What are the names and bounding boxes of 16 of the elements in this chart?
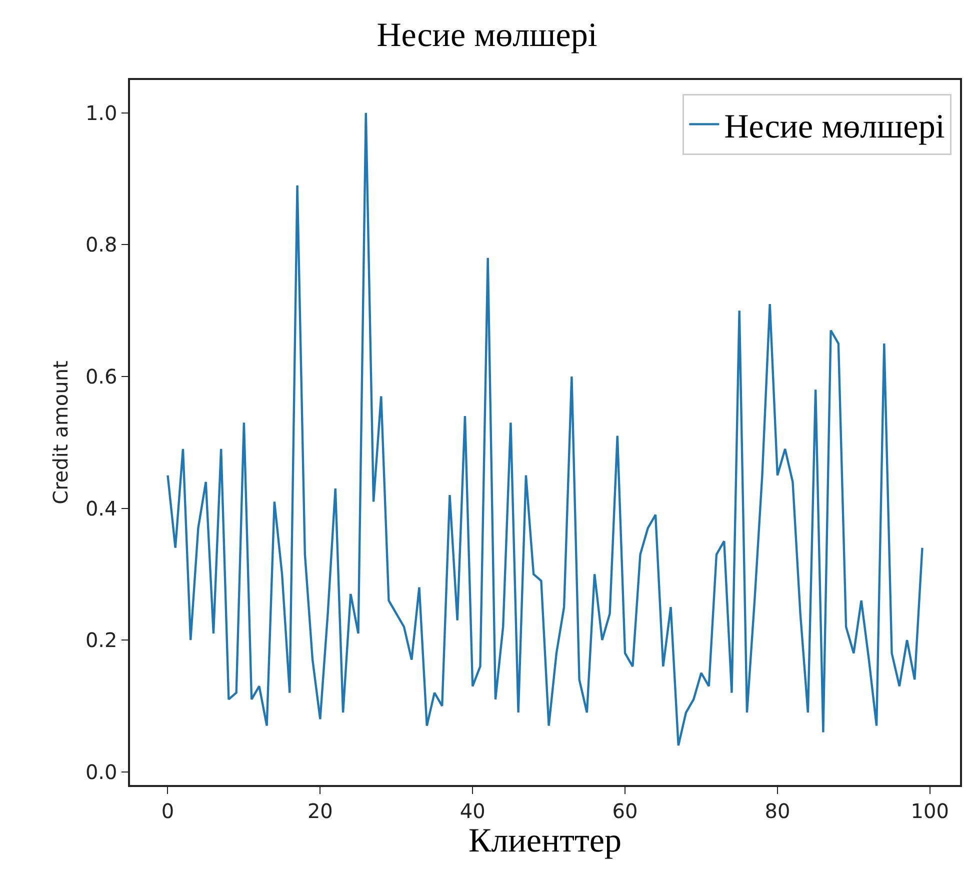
y-tick-label: 0.2: [85, 628, 118, 652]
x-tick-label: 80: [764, 798, 790, 823]
x-tick-label: 0: [161, 798, 174, 823]
y-tick-label: 0.4: [85, 496, 118, 520]
x-tick-label: 100: [910, 798, 949, 823]
x-axis-title: Клиенттер: [468, 822, 622, 860]
legend-label: Несие мөлшері: [724, 108, 945, 146]
y-tick-label: 0.8: [85, 232, 118, 257]
y-tick-label: 1.0: [85, 100, 118, 125]
x-tick-label: 40: [460, 798, 486, 823]
y-tick-label: 0.6: [85, 364, 118, 388]
chart-title: Несие мөлшері: [376, 17, 598, 54]
x-tick-label: 20: [307, 798, 333, 823]
y-axis-title: Credit amount: [48, 360, 72, 504]
x-tick-label: 60: [612, 798, 638, 823]
y-tick-label: 0.0: [85, 760, 118, 784]
